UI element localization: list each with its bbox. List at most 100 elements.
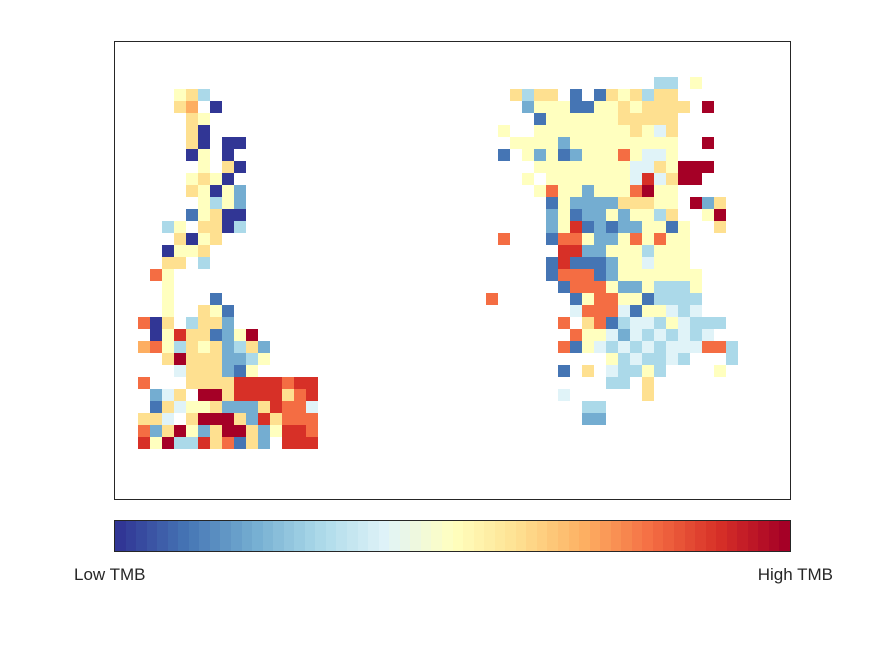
heatmap-cell	[630, 197, 642, 209]
heatmap-cell	[606, 281, 618, 293]
heatmap-cell	[210, 365, 222, 377]
heatmap-cell	[654, 77, 666, 89]
heatmap-cell	[162, 305, 174, 317]
heatmap-cell	[570, 137, 582, 149]
heatmap-cell	[642, 293, 654, 305]
heatmap-cell	[246, 437, 258, 449]
heatmap-cell	[546, 185, 558, 197]
heatmap-cell	[654, 305, 666, 317]
heatmap-cell	[690, 77, 702, 89]
heatmap-cell	[570, 197, 582, 209]
heatmap-cell	[678, 257, 690, 269]
heatmap-cell	[582, 341, 594, 353]
heatmap-cell	[174, 425, 186, 437]
heatmap-cell	[174, 329, 186, 341]
heatmap-cell	[570, 245, 582, 257]
heatmap-cell	[570, 149, 582, 161]
heatmap-cell	[594, 413, 606, 425]
heatmap-cell	[606, 101, 618, 113]
heatmap-cell	[702, 317, 714, 329]
heatmap-cell	[558, 281, 570, 293]
heatmap-cell	[642, 233, 654, 245]
heatmap-cell	[534, 149, 546, 161]
colorbar-segment	[262, 521, 274, 551]
colorbar-segment	[621, 521, 632, 551]
heatmap-cell	[594, 329, 606, 341]
colorbar-segment	[747, 521, 759, 551]
heatmap-cell	[294, 377, 306, 389]
heatmap-cell	[174, 257, 186, 269]
heatmap-cell	[630, 305, 642, 317]
heatmap-cell	[666, 233, 678, 245]
colorbar-segment	[610, 521, 622, 551]
heatmap-cell	[618, 305, 630, 317]
heatmap-cell	[570, 173, 582, 185]
colorbar-segment	[283, 521, 295, 551]
heatmap-cell	[198, 389, 210, 401]
colorbar-segment	[494, 521, 506, 551]
colorbar-segment	[357, 521, 369, 551]
heatmap-cell	[210, 185, 222, 197]
heatmap-cell	[534, 161, 546, 173]
heatmap-cell	[558, 101, 570, 113]
heatmap-cell	[690, 293, 702, 305]
heatmap-cell	[522, 101, 534, 113]
heatmap-cell	[174, 245, 186, 257]
colorbar-segment	[209, 521, 221, 551]
heatmap-cell	[546, 101, 558, 113]
heatmap-cell	[630, 149, 642, 161]
heatmap-cell	[654, 161, 666, 173]
colorbar-low-label: Low TMB	[74, 565, 146, 584]
colorbar	[114, 520, 791, 552]
heatmap-cell	[654, 125, 666, 137]
heatmap-cell	[198, 173, 210, 185]
heatmap-cell	[606, 365, 618, 377]
heatmap-cell	[138, 341, 150, 353]
heatmap-cell	[486, 293, 498, 305]
heatmap-cell	[702, 329, 714, 341]
heatmap-cell	[150, 425, 162, 437]
heatmap-cell	[558, 221, 570, 233]
heatmap-cell	[678, 221, 690, 233]
heatmap-cell	[654, 257, 666, 269]
heatmap-cell	[618, 341, 630, 353]
heatmap-cell	[654, 233, 666, 245]
heatmap-cell	[618, 101, 630, 113]
colorbar-high-label: High TMB	[757, 565, 833, 584]
heatmap-cell	[210, 293, 222, 305]
heatmap-cell	[138, 377, 150, 389]
heatmap-cell	[534, 113, 546, 125]
heatmap-cell	[642, 305, 654, 317]
heatmap-cell	[138, 437, 150, 449]
heatmap-cell	[546, 221, 558, 233]
heatmap-cell	[294, 437, 306, 449]
heatmap-cell	[690, 197, 702, 209]
heatmap-cell	[666, 305, 678, 317]
heatmap-cell	[618, 149, 630, 161]
heatmap-cell	[642, 113, 654, 125]
heatmap-cell	[210, 305, 222, 317]
heatmap-cell	[630, 185, 642, 197]
heatmap-cell	[606, 221, 618, 233]
heatmap-cell	[222, 305, 234, 317]
heatmap-cell	[282, 377, 294, 389]
heatmap-cell	[546, 173, 558, 185]
heatmap-cell	[582, 197, 594, 209]
heatmap-cell	[630, 269, 642, 281]
heatmap-cell	[654, 113, 666, 125]
heatmap-cell	[642, 365, 654, 377]
heatmap-cell	[222, 221, 234, 233]
heatmap-cell	[642, 377, 654, 389]
heatmap-cell	[594, 281, 606, 293]
colorbar-segment	[463, 521, 474, 551]
heatmap-cell	[246, 329, 258, 341]
heatmap-cell	[606, 113, 618, 125]
heatmap-cell	[234, 209, 246, 221]
heatmap-cell	[690, 341, 702, 353]
heatmap-cell	[198, 113, 210, 125]
heatmap-cell	[558, 137, 570, 149]
heatmap-cell	[642, 101, 654, 113]
heatmap-cell	[666, 329, 678, 341]
heatmap-cell	[138, 425, 150, 437]
heatmap-cell	[546, 161, 558, 173]
